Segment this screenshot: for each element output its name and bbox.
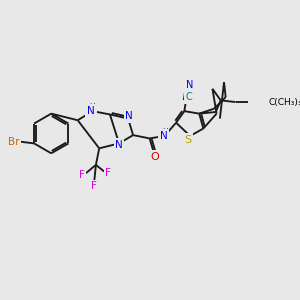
Text: Br: Br: [8, 137, 19, 147]
Text: N: N: [186, 80, 193, 90]
Text: C(CH₃)₃: C(CH₃)₃: [269, 98, 300, 106]
Text: O: O: [150, 152, 159, 162]
Text: F: F: [91, 182, 97, 191]
Text: N: N: [160, 131, 168, 141]
Text: H: H: [163, 128, 168, 137]
Text: F: F: [105, 168, 111, 178]
Text: H: H: [90, 103, 95, 112]
Text: C: C: [185, 92, 192, 102]
Text: F: F: [79, 170, 85, 180]
Text: S: S: [184, 135, 191, 145]
Text: N: N: [125, 111, 133, 121]
Text: N: N: [87, 106, 95, 116]
Text: N: N: [115, 140, 123, 150]
